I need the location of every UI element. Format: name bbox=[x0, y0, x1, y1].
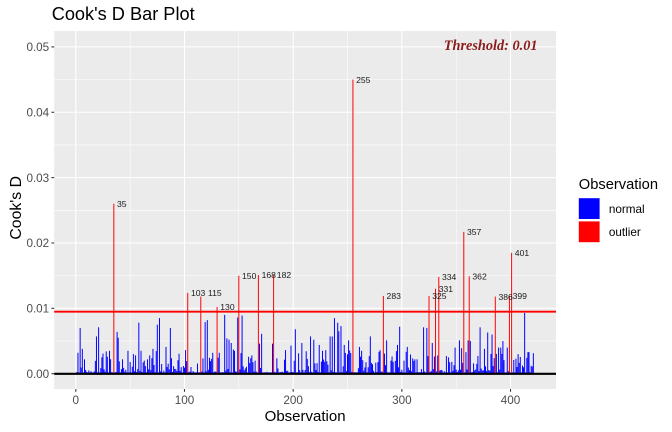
svg-text:283: 283 bbox=[387, 291, 402, 301]
svg-text:130: 130 bbox=[220, 302, 235, 312]
svg-text:0.03: 0.03 bbox=[26, 172, 49, 185]
svg-text:386: 386 bbox=[499, 292, 514, 302]
svg-text:115: 115 bbox=[208, 288, 222, 298]
svg-text:0.00: 0.00 bbox=[26, 368, 49, 381]
svg-text:325: 325 bbox=[432, 291, 447, 301]
svg-text:200: 200 bbox=[283, 394, 303, 407]
svg-text:401: 401 bbox=[515, 248, 530, 258]
svg-text:Threshold: 0.01: Threshold: 0.01 bbox=[444, 38, 538, 54]
svg-text:35: 35 bbox=[117, 199, 127, 209]
svg-text:0.05: 0.05 bbox=[26, 41, 49, 54]
svg-text:0.04: 0.04 bbox=[26, 106, 49, 119]
svg-text:Cook's D: Cook's D bbox=[8, 176, 25, 240]
svg-text:Observation: Observation bbox=[265, 408, 346, 425]
svg-text:182: 182 bbox=[277, 270, 292, 280]
svg-text:300: 300 bbox=[392, 394, 412, 407]
svg-text:0.02: 0.02 bbox=[26, 237, 49, 250]
svg-text:362: 362 bbox=[472, 272, 487, 282]
svg-text:150: 150 bbox=[242, 271, 257, 281]
svg-text:100: 100 bbox=[175, 394, 195, 407]
svg-text:255: 255 bbox=[356, 75, 371, 85]
svg-text:103: 103 bbox=[191, 288, 206, 298]
svg-text:0: 0 bbox=[73, 394, 80, 407]
svg-text:331: 331 bbox=[439, 284, 454, 294]
svg-text:0.01: 0.01 bbox=[26, 303, 49, 316]
svg-text:168: 168 bbox=[262, 270, 277, 280]
svg-text:357: 357 bbox=[467, 227, 482, 237]
svg-text:normal: normal bbox=[609, 203, 645, 216]
svg-text:Observation: Observation bbox=[579, 177, 658, 193]
svg-text:334: 334 bbox=[442, 272, 457, 282]
svg-text:399: 399 bbox=[513, 291, 528, 301]
svg-text:Cook's D Bar Plot: Cook's D Bar Plot bbox=[52, 4, 195, 24]
svg-text:400: 400 bbox=[501, 394, 521, 407]
svg-text:outlier: outlier bbox=[609, 226, 641, 239]
